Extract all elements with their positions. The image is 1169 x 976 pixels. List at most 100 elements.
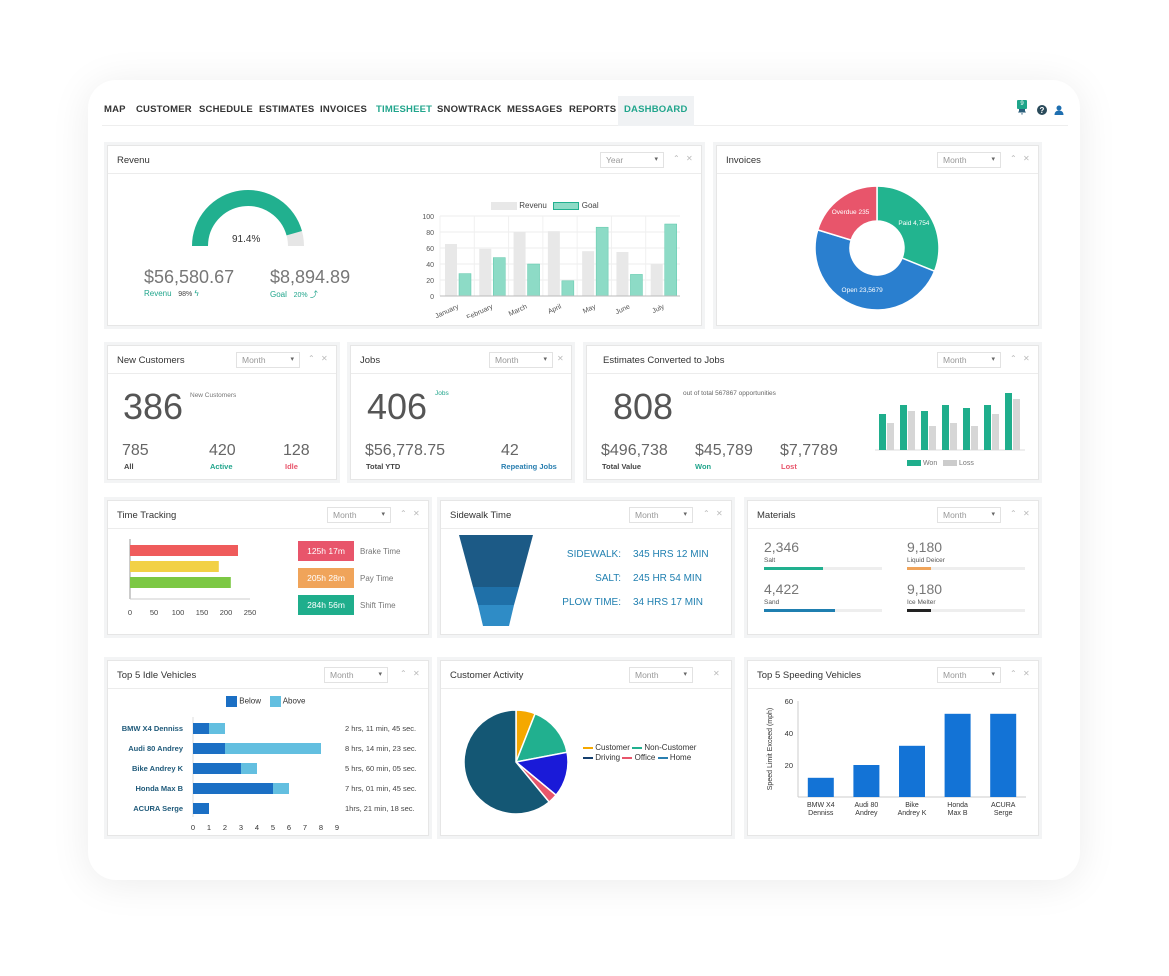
- collapse-icon[interactable]: ⌃: [1010, 354, 1017, 363]
- collapse-icon[interactable]: ⌃: [1010, 669, 1017, 678]
- collapse-icon[interactable]: ⌃: [703, 509, 710, 518]
- sidewalk-panel: Sidewalk Time Month ▾ ⌃ ✕ SIDEWALK: 345 H…: [440, 500, 732, 635]
- stat-label: Total YTD: [366, 462, 401, 471]
- close-icon[interactable]: ✕: [713, 669, 720, 678]
- arrow-up-icon: ⤴: [309, 290, 318, 299]
- nav-map[interactable]: MAP: [104, 104, 126, 115]
- nav-schedule[interactable]: SCHEDULE: [199, 104, 253, 115]
- close-icon[interactable]: ✕: [1023, 154, 1030, 163]
- speeding-vehicles-bar-chart: 20 40 60 Speed Limit Exceed (mph) BMW X4Denn…: [767, 697, 1026, 817]
- speed-bar: [990, 713, 1017, 797]
- period-select[interactable]: Month ▾: [937, 667, 1001, 683]
- big-label: New Customers: [190, 392, 237, 399]
- user-icon[interactable]: [1053, 104, 1065, 116]
- close-icon[interactable]: ✕: [1023, 669, 1030, 678]
- speeding-vehicles-panel: Top 5 Speeding Vehicles Month ▾ ⌃ ✕ 20 40 6…: [747, 660, 1039, 836]
- vehicle-label: Bike Andrey K: [132, 764, 184, 773]
- legend-swatch-non-customer: [632, 746, 643, 749]
- collapse-icon[interactable]: ⌃: [400, 669, 407, 678]
- bar-won: [1005, 393, 1012, 450]
- x-tick-label: 50: [150, 608, 158, 617]
- revenue-value: $56,580.67: [144, 267, 235, 287]
- stat-value: $496,738: [601, 442, 668, 459]
- x-tick-label: 5: [271, 823, 275, 832]
- x-tick-label: 6: [287, 823, 291, 832]
- big-number: 386: [123, 386, 184, 427]
- period-select[interactable]: Month ▾: [489, 352, 553, 368]
- nav-reports[interactable]: REPORTS: [569, 104, 617, 115]
- bar-above: [209, 723, 225, 734]
- idle-legend: Below Above: [226, 696, 305, 707]
- stat-label: Active: [210, 462, 233, 471]
- close-icon[interactable]: ✕: [716, 509, 723, 518]
- close-icon[interactable]: ✕: [686, 154, 693, 163]
- period-select[interactable]: Month ▾: [937, 507, 1001, 523]
- stat-value: $7,7789: [780, 442, 838, 459]
- period-select[interactable]: Year ▾: [600, 152, 664, 168]
- time-badge: 284h 56m: [298, 595, 354, 615]
- material-value: 2,346: [764, 539, 800, 555]
- period-select[interactable]: Month ▾: [629, 667, 693, 683]
- panel-title: Time Tracking: [117, 510, 177, 521]
- revenue-label: Revenu: [144, 289, 172, 298]
- close-icon[interactable]: ✕: [557, 354, 564, 363]
- period-select[interactable]: Month ▾: [236, 352, 300, 368]
- x-tick-label: 0: [128, 608, 132, 617]
- nav-timesheet[interactable]: TIMESHEET: [376, 104, 433, 115]
- bar-won: [921, 411, 928, 450]
- period-select[interactable]: Month ▾: [629, 507, 693, 523]
- x-tick-label: 100: [172, 608, 185, 617]
- chevron-down-icon: ▾: [683, 671, 687, 678]
- chevron-down-icon: ▾: [991, 671, 995, 678]
- close-icon[interactable]: ✕: [413, 669, 420, 678]
- collapse-icon[interactable]: ⌃: [308, 354, 315, 363]
- bar-revenu: [582, 251, 595, 296]
- period-select[interactable]: Month ▾: [937, 352, 1001, 368]
- panel-title: Revenu: [117, 155, 150, 166]
- bar-goal: [458, 273, 472, 297]
- legend-swatch-revenu: [491, 201, 517, 210]
- svg-text:?: ?: [1040, 106, 1045, 115]
- time-tracking-bar-chart: 0 50 100 150 200 250: [128, 539, 257, 617]
- period-select[interactable]: Month ▾: [937, 152, 1001, 168]
- slice-open: [814, 228, 936, 311]
- material-label: Sand: [764, 599, 780, 606]
- x-tick-label: Audi 80: [855, 802, 879, 809]
- panel-title: New Customers: [117, 355, 185, 366]
- nav-invoices[interactable]: INVOICES: [320, 104, 367, 115]
- period-select[interactable]: Month ▾: [324, 667, 388, 683]
- collapse-icon[interactable]: ⌃: [400, 509, 407, 518]
- help-icon[interactable]: ?: [1036, 104, 1048, 116]
- sidewalk-row-value: 245 HR 54 MIN: [633, 573, 702, 584]
- material-label: Salt: [764, 557, 776, 564]
- close-icon[interactable]: ✕: [413, 509, 420, 518]
- idle-vehicles-panel: Top 5 Idle Vehicles Month ▾ ⌃ ✕ Below Abo…: [107, 660, 429, 836]
- chevron-down-icon: ▾: [290, 356, 294, 363]
- close-icon[interactable]: ✕: [1023, 509, 1030, 518]
- close-icon[interactable]: ✕: [1023, 354, 1030, 363]
- sidewalk-row-label: PLOW TIME:: [562, 597, 621, 608]
- nav-estimates[interactable]: ESTIMATES: [259, 104, 315, 115]
- goal-value: $8,894.89: [270, 267, 351, 287]
- y-tick-label: 20: [785, 761, 793, 770]
- x-tick-label: 250: [244, 608, 257, 617]
- nav-snowtrack[interactable]: SNOWTRACK: [437, 104, 502, 115]
- bolt-icon: ϟ: [194, 289, 199, 298]
- vehicle-label: ACURA Serge: [133, 804, 183, 813]
- nav-dashboard[interactable]: DASHBOARD: [618, 96, 694, 126]
- collapse-icon[interactable]: ⌃: [673, 154, 680, 163]
- close-icon[interactable]: ✕: [321, 354, 328, 363]
- collapse-icon[interactable]: ⌃: [1010, 509, 1017, 518]
- stat-label: Repeating Jobs: [501, 462, 557, 471]
- period-select[interactable]: Month ▾: [327, 507, 391, 523]
- collapse-icon[interactable]: ⌃: [1010, 154, 1017, 163]
- x-tick-label: April: [547, 303, 563, 315]
- jobs-panel: Jobs Month ▾ ✕ 406 Jobs $56,778.75 Total …: [350, 345, 572, 480]
- legend-swatch-customer: [583, 746, 593, 749]
- x-tick-label: ACURA: [991, 802, 1016, 809]
- nav-messages[interactable]: MESSAGES: [507, 104, 563, 115]
- nav-customer[interactable]: CUSTOMER: [136, 104, 192, 115]
- time-bar: [130, 577, 231, 588]
- time-label: Brake Time: [360, 547, 401, 556]
- vehicle-label: BMW X4 Denniss: [122, 724, 183, 733]
